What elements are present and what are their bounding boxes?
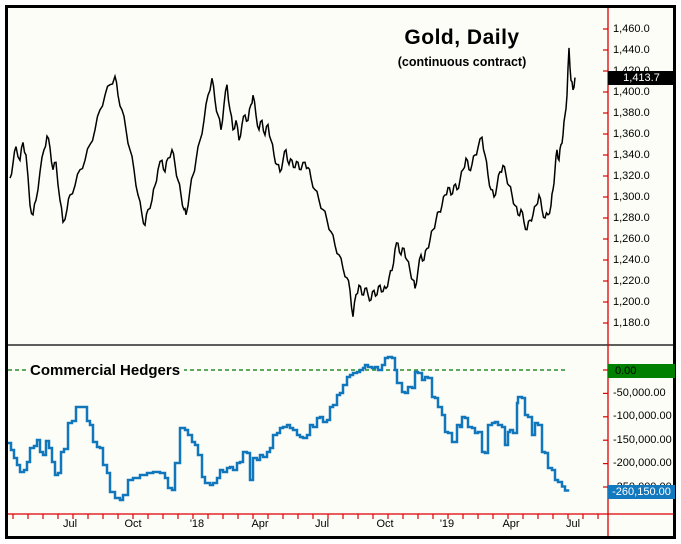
y-axis-tick-label: 1,440.0 xyxy=(613,43,650,56)
y-axis-tick-label: 1,240.0 xyxy=(613,253,650,266)
y-axis-tick-label: -200,000.00 xyxy=(613,457,672,470)
chart-title: Gold, Daily xyxy=(404,26,520,49)
hedgers-series-path xyxy=(8,355,570,502)
last-price-box: 1,413.7 xyxy=(608,71,675,85)
y-axis-tick-label: 1,260.0 xyxy=(613,232,650,245)
x-axis-tick-label: '19 xyxy=(439,518,455,530)
chart-frame xyxy=(5,5,676,539)
y-axis-tick-label: 1,180.0 xyxy=(613,316,650,329)
price-series-path xyxy=(9,47,576,317)
y-axis-tick-label: 1,400.0 xyxy=(613,85,650,98)
y-axis-tick-label: -50,000.00 xyxy=(613,386,666,399)
y-axis-tick-label: 1,380.0 xyxy=(613,106,650,119)
zero-level-box: 0.00 xyxy=(608,364,675,378)
x-axis-tick-label: Apr xyxy=(502,518,520,530)
x-axis-tick-label: Jul xyxy=(565,518,581,530)
y-axis-tick-label: 1,460.0 xyxy=(613,22,650,35)
hedgers-panel-label: Commercial Hedgers xyxy=(26,362,185,379)
x-axis-tick-label: Oct xyxy=(124,518,142,530)
y-axis-tick-label: -150,000.00 xyxy=(613,433,672,446)
y-axis-tick-label: 1,220.0 xyxy=(613,274,650,287)
x-axis-tick-label: Jul xyxy=(314,518,330,530)
x-axis-tick-label: '18 xyxy=(189,518,205,530)
x-axis-tick-label: Apr xyxy=(251,518,269,530)
y-axis-tick-label: 1,200.0 xyxy=(613,295,650,308)
y-axis-tick-label: 1,280.0 xyxy=(613,211,650,224)
y-axis-tick-label: 1,360.0 xyxy=(613,127,650,140)
y-axis-tick-label: -100,000.00 xyxy=(613,410,672,423)
y-axis-tick-label: 1,340.0 xyxy=(613,148,650,161)
chart-subtitle: (continuous contract) xyxy=(397,55,527,69)
x-axis-tick-label: Jul xyxy=(62,518,78,530)
x-axis-tick-label: Oct xyxy=(376,518,394,530)
y-axis-tick-label: 1,320.0 xyxy=(613,169,650,182)
last-hedgers-value-box: -260,150.00 xyxy=(608,485,675,499)
y-axis-tick-label: 1,300.0 xyxy=(613,190,650,203)
